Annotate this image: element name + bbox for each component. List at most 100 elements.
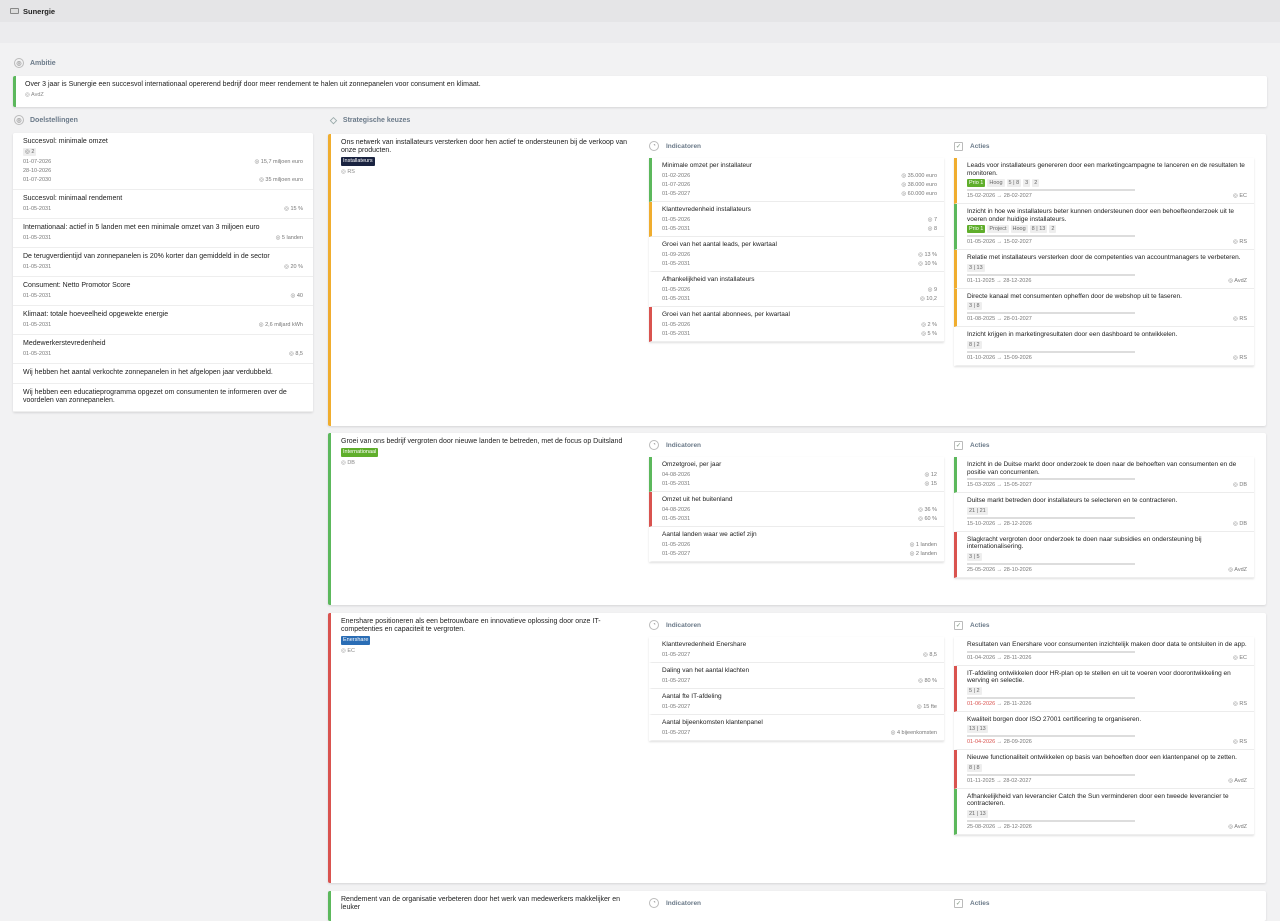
- action-start: 15-02-2026: [967, 193, 996, 199]
- action-end: 28-02-2027: [1003, 193, 1032, 199]
- action-owner: ◎ AvdZ: [1228, 823, 1247, 830]
- indicator-date: 01-02-2026: [662, 173, 691, 179]
- goal-date: 01-05-2031: [23, 235, 52, 241]
- indicator-row: 01-05-2027 ◎ 2 landen: [662, 550, 937, 559]
- owner-text: DB: [1239, 482, 1247, 488]
- indicator-card[interactable]: Klanttevredenheid Enershare 01-05-2027 ◎ 8…: [649, 637, 944, 663]
- goal-title: Medewerkerstevredenheid: [23, 340, 106, 347]
- action-owner: ◎ RS: [1233, 316, 1247, 322]
- goal-item[interactable]: De terugverdientijd van zonnepanelen is …: [13, 248, 313, 277]
- action-title: Inzicht in de Duitse markt door onderzoe…: [967, 461, 1237, 476]
- action-dates: 01-04-2026 → 28-11-2026 ◎ EC: [967, 654, 1247, 661]
- action-start: 01-11-2025: [967, 777, 995, 784]
- action-card[interactable]: Nieuwe functionaliteit ontwikkelen op ba…: [954, 750, 1254, 789]
- action-title: Inzicht in hoe we installateurs beter ku…: [967, 208, 1235, 223]
- indicator-date: 01-05-2027: [662, 652, 691, 658]
- action-dates: 25-08-2026 → 28-12-2026 ◎ AvdZ: [967, 823, 1247, 830]
- doel-header: ◎ Doelstellingen: [14, 115, 78, 125]
- indicator-value-text: 5 %: [927, 331, 937, 337]
- goal-item[interactable]: Succesvol: minimale omzet ◎ 2 01-07-2026 ◎ …: [13, 133, 313, 190]
- progress-bar: [967, 312, 1135, 314]
- goal-title: Internationaal: actief in 5 landen met e…: [23, 224, 260, 231]
- goal-value: ◎ 35 miljoen euro: [259, 177, 303, 183]
- indicator-date: 01-05-2027: [662, 551, 691, 557]
- info-badge: 13 | 13: [967, 725, 988, 733]
- action-card[interactable]: Leads voor installateurs genereren door …: [954, 158, 1254, 204]
- goal-value: ◎ 5 landen: [275, 235, 303, 241]
- action-card[interactable]: Relatie met installateurs versterken doo…: [954, 250, 1254, 289]
- action-card[interactable]: Afhankelijkheid van leverancier Catch th…: [954, 788, 1254, 835]
- indicator-value: ◎ 12: [924, 472, 937, 478]
- goal-item[interactable]: Klimaat: totale hoeveelheid opgewekte en…: [13, 306, 313, 335]
- goal-item[interactable]: Internationaal: actief in 5 landen met e…: [13, 219, 313, 248]
- action-card[interactable]: Slagkracht vergroten door onderzoek te d…: [954, 531, 1254, 578]
- strategy-card[interactable]: Ons netwerk van installateurs versterken…: [328, 134, 1266, 426]
- goal-icon: ◎: [14, 115, 24, 125]
- action-card[interactable]: Inzicht in de Duitse markt door onderzoe…: [954, 457, 1254, 493]
- action-card[interactable]: Kwaliteit borgen door ISO 27001 certific…: [954, 711, 1254, 750]
- indicator-card[interactable]: Omzet uit het buitenland 04-08-2026 ◎ 36 %…: [649, 492, 944, 527]
- action-end: 15-09-2026: [1003, 354, 1032, 361]
- indicator-row: 01-05-2026 ◎ 1 landen: [662, 541, 937, 550]
- strategy-owner: ◎ RS: [341, 169, 355, 175]
- action-card[interactable]: Inzicht in hoe we installateurs beter ku…: [954, 204, 1254, 250]
- doelstellingen-list: Succesvol: minimale omzet ◎ 2 01-07-2026 ◎ …: [13, 133, 313, 412]
- indicator-value: ◎ 15: [924, 481, 937, 487]
- goal-item[interactable]: Wij hebben het aantal verkochte zonnepan…: [13, 364, 313, 384]
- goal-row: 01-05-2031 ◎ 2,6 miljard kWh: [23, 321, 303, 330]
- strategy-card[interactable]: Enershare positioneren als een betrouwba…: [328, 613, 1266, 883]
- strategy-title: Rendement van de organisatie verbeteren …: [341, 896, 620, 911]
- actions-column: ✓ Acties: [949, 891, 1259, 921]
- strategy-title: Enershare positioneren als een betrouwba…: [341, 618, 601, 633]
- indicator-value-text: 10,2: [926, 296, 937, 302]
- indicator-row: 01-05-2027 ◎ 15 fte: [662, 703, 937, 712]
- indicator-card[interactable]: Omzetgroei, per jaar 04-08-2026 ◎ 12 01-05-…: [649, 457, 944, 492]
- indicators-label: Indicatoren: [666, 621, 702, 629]
- action-start: 01-08-2025: [967, 316, 996, 322]
- action-dates: 01-10-2026 → 15-09-2026 ◎ RS: [967, 354, 1247, 361]
- goal-value-text: 15,7 miljoen euro: [260, 159, 303, 165]
- action-card[interactable]: Resultaten van Enershare voor consumente…: [954, 637, 1254, 666]
- strategy-card[interactable]: Rendement van de organisatie verbeteren …: [328, 891, 1266, 921]
- indicator-card[interactable]: Aantal fte IT-afdeling 01-05-2027 ◎ 15 fte: [649, 689, 944, 715]
- indicator-card[interactable]: Klanttevredenheid installateurs 01-05-202…: [649, 202, 944, 237]
- action-card[interactable]: Duitse markt betreden door installateurs…: [954, 493, 1254, 532]
- action-card[interactable]: Inzicht krijgen in marketingresultaten d…: [954, 327, 1254, 366]
- indicator-card[interactable]: Groei van het aantal leads, per kwartaal…: [649, 237, 944, 272]
- ambitie-card[interactable]: Over 3 jaar is Sunergie een succesvol in…: [13, 76, 1267, 107]
- indicator-card[interactable]: Afhankelijkheid van installateurs 01-05-2…: [649, 272, 944, 307]
- indicator-value: ◎ 9: [927, 287, 937, 293]
- indicator-card[interactable]: Minimale omzet per installateur 01-02-202…: [649, 158, 944, 202]
- strategy-tag: Installateurs: [341, 157, 375, 166]
- goal-item[interactable]: Consument: Netto Promotor Score 01-05-203…: [13, 277, 313, 306]
- action-dates: 01-08-2025 → 28-01-2027 ◎ RS: [967, 316, 1247, 322]
- strategy-owner: ◎ DB: [341, 460, 355, 466]
- action-owner: ◎ RS: [1233, 354, 1247, 361]
- indicator-card[interactable]: Aantal bijeenkomsten klantenpanel 01-05-2…: [649, 715, 944, 741]
- indicator-card[interactable]: Groei van het aantal abonnees, per kwart…: [649, 307, 944, 342]
- indicator-row: 01-05-2031 ◎ 8: [662, 225, 937, 234]
- action-card[interactable]: Directe kanaal met consumenten opheffen …: [954, 288, 1254, 327]
- info-badge: Hoog: [987, 179, 1005, 187]
- goal-item[interactable]: Wij hebben een educatieprogramma opgezet…: [13, 384, 313, 412]
- indicator-value: ◎ 35.000 euro: [901, 173, 937, 179]
- indicator-card[interactable]: Aantal landen waar we actief zijn 01-05-2…: [649, 527, 944, 562]
- indicator-card[interactable]: Daling van het aantal klachten 01-05-2027…: [649, 663, 944, 689]
- indicator-value: ◎ 4 bijeenkomsten: [890, 730, 937, 736]
- ambitie-label: Ambitie: [30, 59, 56, 67]
- owner-text: AvdZ: [1234, 823, 1247, 830]
- action-dates: 01-06-2026 → 28-11-2026 ◎ RS: [967, 700, 1247, 707]
- goal-item[interactable]: Succesvol: minimaal rendement 01-05-2031 ◎…: [13, 190, 313, 219]
- doel-label: Doelstellingen: [30, 116, 78, 124]
- actions-label: Acties: [970, 899, 990, 907]
- action-dates: 25-05-2026 → 28-10-2026 ◎ AvdZ: [967, 566, 1247, 573]
- info-badge: 5 | 2: [967, 686, 982, 695]
- indicator-title: Groei van het aantal leads, per kwartaal: [662, 241, 777, 248]
- indicators-label: Indicatoren: [666, 899, 702, 907]
- ambitie-text: Over 3 jaar is Sunergie een succesvol in…: [25, 81, 481, 88]
- strategy-card[interactable]: Groei van ons bedrijf vergroten door nie…: [328, 433, 1266, 605]
- action-card[interactable]: IT-afdeling ontwikkelen door HR-plan op …: [954, 665, 1254, 712]
- goal-item[interactable]: Medewerkerstevredenheid 01-05-2031 ◎ 8,5: [13, 335, 313, 364]
- action-title: Duitse markt betreden door installateurs…: [967, 497, 1178, 504]
- action-end: 28-11-2026: [1003, 700, 1032, 707]
